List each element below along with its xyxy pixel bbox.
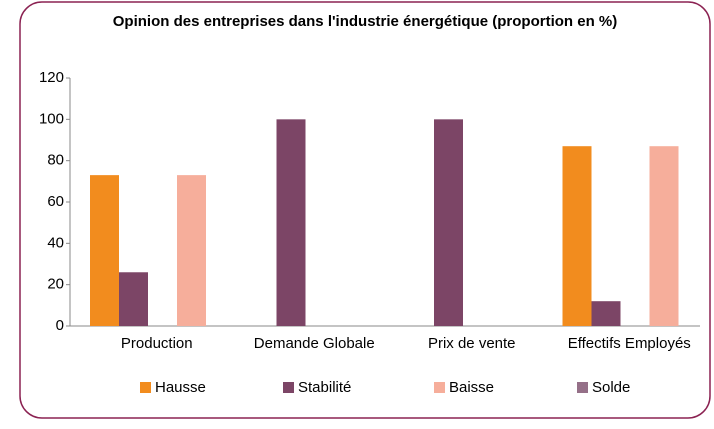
bar	[434, 119, 463, 326]
y-tick-label: 100	[39, 110, 64, 127]
y-tick-label: 80	[47, 152, 64, 169]
frame	[19, 1, 711, 419]
y-tick-label: 40	[47, 234, 64, 251]
legend-swatch	[140, 382, 151, 393]
bar	[591, 301, 621, 326]
bar	[276, 119, 306, 326]
legend-label: Stabilité	[298, 379, 351, 396]
y-tick-label: 20	[47, 276, 64, 293]
y-tick-label: 120	[39, 69, 64, 86]
chart-title: Opinion des entreprises dans l'industrie…	[113, 13, 617, 30]
legend-swatch	[283, 382, 294, 393]
x-tick-label: Production	[121, 335, 193, 352]
bar	[90, 175, 119, 326]
bar	[562, 146, 592, 326]
legend-swatch	[577, 382, 588, 393]
legend-label: Hausse	[155, 379, 206, 396]
x-tick-label: Effectifs Employés	[568, 335, 691, 352]
bar	[177, 175, 206, 326]
bar	[649, 146, 679, 326]
x-tick-label: Prix de vente	[428, 335, 516, 352]
legend-label: Solde	[592, 379, 630, 396]
y-tick-label: 0	[56, 317, 64, 334]
bar	[119, 272, 148, 326]
x-tick-label: Demande Globale	[254, 335, 375, 352]
legend-swatch	[434, 382, 445, 393]
legend-label: Baisse	[449, 379, 494, 396]
y-tick-label: 60	[47, 193, 64, 210]
